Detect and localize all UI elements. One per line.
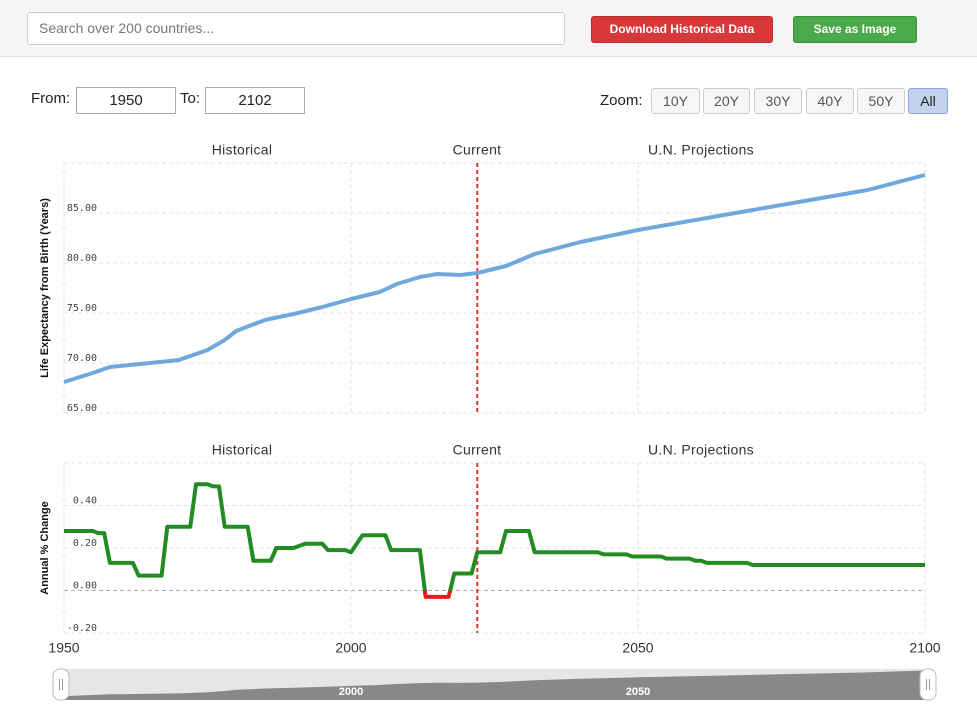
- navigator-label: 2050: [626, 686, 650, 698]
- save-button[interactable]: Save as Image: [793, 16, 917, 43]
- section-label: Historical: [212, 442, 273, 458]
- zoom-button[interactable]: 40Y: [806, 88, 854, 114]
- zoom-button[interactable]: 30Y: [754, 88, 802, 114]
- navigator-area: [64, 670, 925, 700]
- to-input[interactable]: 2102: [205, 87, 305, 114]
- zoom-button[interactable]: 20Y: [703, 88, 750, 114]
- section-label: U.N. Projections: [648, 142, 754, 158]
- section-label: Current: [453, 142, 502, 158]
- x-tick-label: 2050: [622, 640, 653, 656]
- zoom-button[interactable]: 50Y: [857, 88, 905, 114]
- y-tick-label: 70.00: [67, 353, 97, 364]
- zoom-label: Zoom:: [600, 92, 643, 109]
- y-axis-title: Life Expectancy from Birth (Years): [39, 198, 51, 378]
- y-tick-label: 65.00: [67, 403, 97, 414]
- section-label: U.N. Projections: [648, 442, 754, 458]
- y-tick-label: 85.00: [67, 203, 97, 214]
- from-label: From:: [31, 90, 71, 107]
- x-tick-label: 2000: [335, 640, 366, 656]
- section-label: Current: [453, 442, 502, 458]
- y-tick-label: 80.00: [67, 253, 97, 264]
- search-box[interactable]: Search over 200 countries...: [27, 12, 565, 45]
- x-tick-label: 2100: [909, 640, 940, 656]
- section-label: Historical: [212, 142, 273, 158]
- from-input[interactable]: 1950: [76, 87, 176, 114]
- navigator-handle[interactable]: [919, 668, 937, 701]
- y-tick-label: 0.40: [73, 496, 97, 507]
- toolbar: Search over 200 countries... Download Hi…: [0, 0, 977, 57]
- to-label: To:: [180, 90, 201, 107]
- series-line: [63, 173, 926, 384]
- x-tick-label: 1950: [48, 640, 79, 656]
- y-tick-label: 75.00: [67, 303, 97, 314]
- download-button[interactable]: Download Historical Data: [591, 16, 773, 43]
- navigator-handle[interactable]: [52, 668, 70, 701]
- series-line: [64, 482, 925, 599]
- navigator-label: 2000: [339, 686, 363, 698]
- y-tick-label: 0.00: [73, 581, 97, 592]
- y-tick-label: -0.20: [67, 623, 97, 634]
- zoom-button[interactable]: All: [908, 88, 948, 114]
- zoom-button[interactable]: 10Y: [651, 88, 700, 114]
- y-axis-title: Annual % Change: [39, 501, 51, 595]
- navigator-bg: [64, 669, 925, 700]
- y-tick-label: 0.20: [73, 538, 97, 549]
